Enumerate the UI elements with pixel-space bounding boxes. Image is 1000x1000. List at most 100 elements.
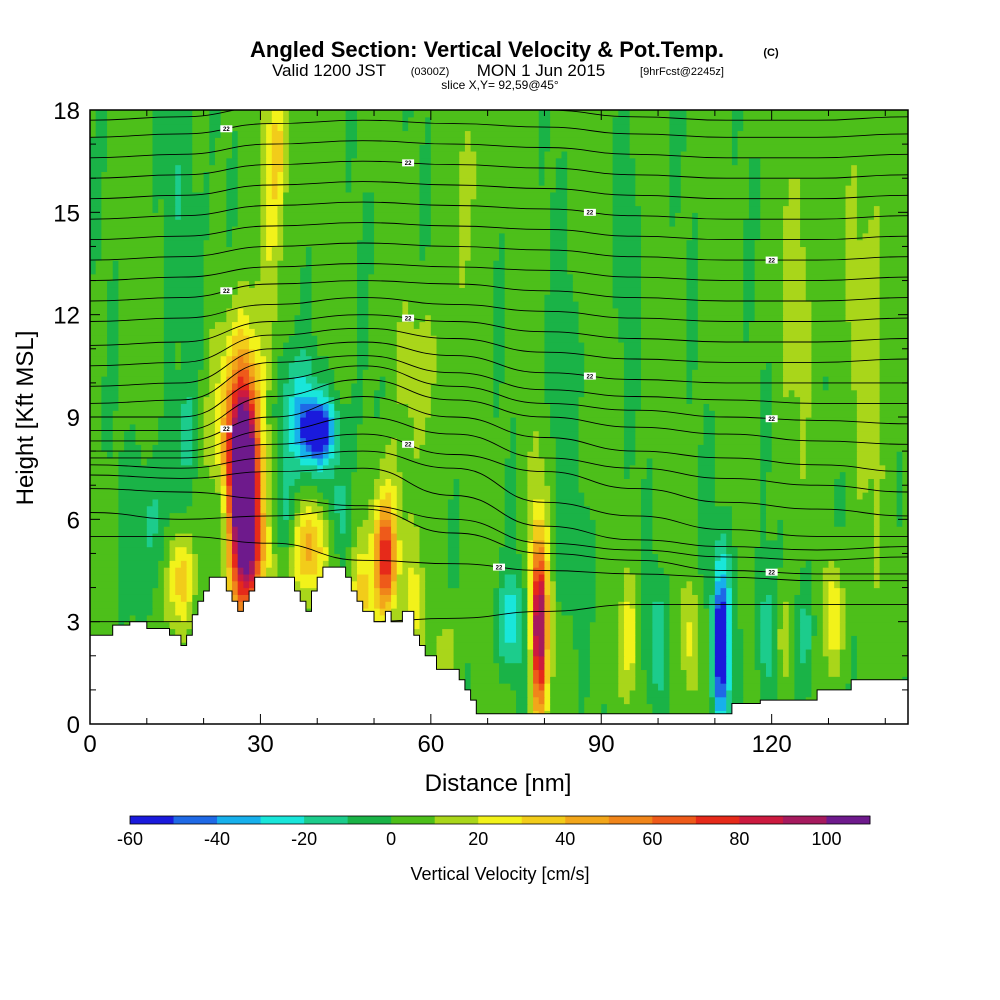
velocity-cell [237, 150, 262, 159]
velocity-cell [470, 662, 500, 671]
velocity-cell [237, 219, 262, 227]
velocity-cell [271, 430, 279, 439]
velocity-cell [271, 546, 290, 555]
velocity-cell [118, 314, 165, 323]
velocity-cell [226, 239, 233, 248]
velocity-cell [516, 696, 528, 705]
velocity-cell [226, 539, 233, 548]
velocity-cell [612, 185, 636, 193]
velocity-cell [555, 178, 568, 186]
velocity-cell [277, 526, 290, 534]
velocity-cell [260, 457, 267, 466]
velocity-cell [277, 376, 290, 384]
velocity-cell [680, 191, 750, 200]
velocity-cell [356, 423, 415, 432]
velocity-cell [243, 580, 250, 589]
velocity-cell [305, 505, 313, 514]
velocity-cell [402, 307, 409, 316]
velocity-cell [266, 526, 273, 534]
velocity-cell [578, 471, 625, 479]
velocity-cell [879, 539, 908, 548]
velocity-cell [379, 587, 392, 595]
velocity-cell [214, 157, 227, 166]
velocity-cell [686, 355, 699, 364]
velocity-cell [754, 648, 761, 657]
velocity-cell [271, 437, 279, 445]
velocity-cell [504, 321, 546, 329]
velocity-cell [311, 532, 318, 541]
velocity-cell [612, 239, 642, 248]
velocity-cell [328, 457, 341, 466]
velocity-cell [209, 232, 227, 241]
velocity-cell [550, 696, 580, 705]
velocity-cell [641, 532, 653, 541]
velocity-cell [311, 273, 358, 282]
velocity-cell [783, 219, 801, 227]
velocity-cell [288, 423, 296, 432]
velocity-cell [317, 341, 358, 350]
velocity-cell [533, 635, 540, 643]
velocity-cell [220, 389, 227, 398]
velocity-cell [714, 648, 727, 657]
velocity-cell [709, 628, 716, 636]
velocity-cell [186, 608, 193, 616]
velocity-cell [567, 178, 614, 186]
velocity-cell [550, 232, 568, 241]
velocity-cell [237, 526, 256, 534]
velocity-cell [209, 191, 227, 200]
velocity-cell [544, 471, 557, 479]
chart-subtitle-forecast: [9hrFcst@2245z] [640, 66, 724, 78]
velocity-cell [226, 512, 233, 520]
velocity-cell [550, 219, 568, 227]
velocity-cell [408, 601, 421, 609]
velocity-cell [379, 573, 392, 582]
velocity-cell [101, 403, 119, 411]
velocity-cell [237, 178, 262, 186]
velocity-cell [686, 683, 699, 691]
velocity-cell [419, 608, 426, 616]
velocity-cell [544, 341, 585, 350]
velocity-cell [232, 335, 250, 343]
velocity-cell [294, 498, 301, 507]
velocity-cell [754, 662, 767, 671]
velocity-cell [288, 410, 296, 418]
isentrope-line [90, 201, 908, 220]
velocity-cell [783, 301, 813, 309]
velocity-cell [652, 669, 665, 677]
velocity-cell [453, 655, 494, 664]
velocity-cell [118, 519, 148, 527]
velocity-cell [118, 321, 165, 329]
velocity-cell [260, 478, 267, 486]
velocity-cell [595, 608, 619, 616]
velocity-cell [714, 594, 727, 602]
velocity-cell [760, 410, 773, 418]
velocity-cell [169, 512, 222, 520]
velocity-cell [783, 369, 813, 377]
velocity-cell [169, 594, 182, 602]
velocity-cell [641, 225, 693, 234]
velocity-cell [834, 560, 875, 568]
velocity-cell [260, 417, 267, 425]
velocity-cell [550, 417, 580, 425]
velocity-cell [550, 116, 614, 125]
velocity-cell [680, 608, 699, 616]
velocity-cell [220, 546, 227, 555]
velocity-cell [686, 369, 693, 377]
velocity-cell [669, 205, 682, 213]
velocity-cell [283, 219, 364, 227]
velocity-cell [408, 307, 494, 316]
velocity-cell [362, 519, 375, 527]
velocity-cell [356, 451, 386, 459]
velocity-cell [754, 614, 761, 623]
velocity-cell [476, 178, 540, 186]
velocity-cell [873, 485, 881, 493]
velocity-cell [379, 485, 398, 493]
velocity-cell [396, 348, 438, 357]
velocity-cell [669, 191, 682, 200]
velocity-cell [112, 260, 119, 268]
velocity-cell [339, 417, 364, 425]
velocity-cell [203, 362, 210, 370]
velocity-cell [90, 130, 97, 138]
velocity-cell [271, 157, 284, 166]
velocity-cell [544, 314, 580, 323]
